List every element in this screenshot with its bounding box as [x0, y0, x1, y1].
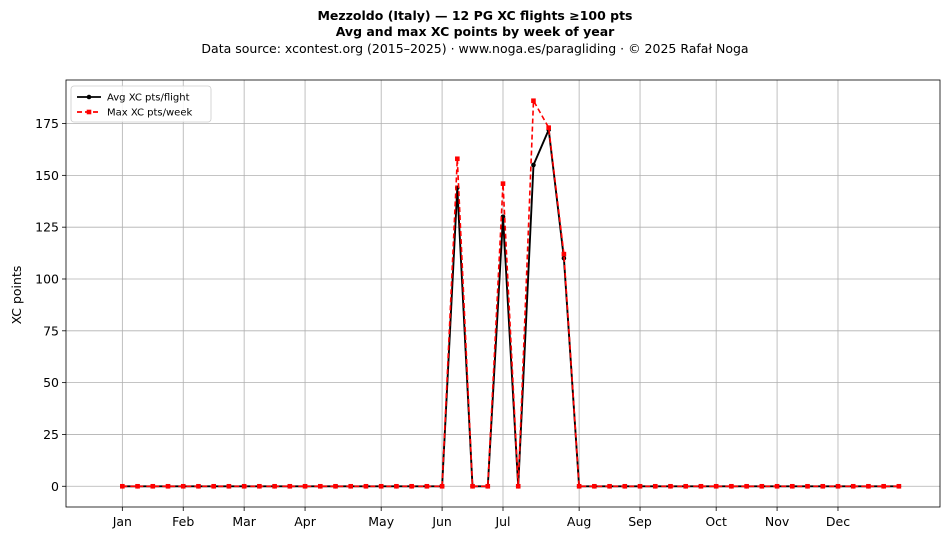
data-point-max [257, 483, 262, 489]
data-point-max [622, 483, 628, 489]
legend-label-avg: Avg XC pts/flight [107, 93, 190, 104]
data-point-max [652, 483, 658, 489]
data-point-max [790, 483, 795, 489]
data-point-max [394, 483, 399, 489]
x-tick-label: Jul [494, 514, 510, 529]
data-point-max [180, 483, 186, 489]
data-point-max [196, 483, 201, 489]
data-point-max [272, 483, 277, 489]
x-tick-label: Mar [232, 514, 256, 529]
data-point-max [531, 98, 536, 104]
data-point-max [378, 483, 384, 489]
data-point-max [866, 483, 871, 489]
data-point-max [120, 483, 125, 489]
y-tick-label: 150 [35, 168, 59, 183]
data-point-max [150, 483, 156, 489]
y-tick-label: 25 [43, 427, 59, 442]
data-point-max [774, 483, 780, 489]
y-tick-label: 50 [43, 375, 59, 390]
data-point-max [485, 483, 491, 489]
series-line-avg [122, 128, 899, 488]
data-point-max [211, 483, 216, 489]
data-point-max [348, 483, 354, 489]
data-point-max [317, 483, 323, 489]
axes: 0 25 50 75 100 125 150 175 Jan Feb Mar Apr May Jun Jul… [35, 79, 941, 529]
x-tick-label: Aug [567, 514, 591, 529]
chart-subtitle: Avg and max XC points by week of year [335, 24, 615, 39]
x-tick-label: Sep [628, 514, 652, 529]
data-point-max [363, 483, 369, 489]
legend-marker-avg [86, 94, 92, 100]
y-tick-label: 175 [35, 116, 59, 131]
data-point-max [287, 483, 293, 489]
x-tick-label: Feb [172, 514, 194, 529]
data-point-max [698, 483, 704, 489]
data-point-max [241, 483, 247, 489]
data-point-max [820, 483, 826, 489]
x-tick-label: Oct [705, 514, 727, 529]
y-tick-label: 75 [43, 323, 59, 338]
y-tick-label: 125 [35, 220, 59, 235]
x-tick-label: Jan [112, 514, 132, 529]
data-point-max [561, 251, 567, 257]
data-point-max [333, 483, 338, 489]
data-point-max [759, 483, 765, 489]
legend: Avg XC pts/flight Max XC pts/week [70, 85, 212, 123]
y-axis-title: XC points [9, 266, 24, 325]
x-tick-label: Dec [826, 514, 850, 529]
legend-marker-max [86, 109, 92, 115]
data-point-max [607, 483, 612, 489]
series-line-max [122, 99, 899, 488]
x-tick-label: Jun [431, 514, 452, 529]
data-point-max [592, 483, 597, 489]
data-point-max [805, 483, 810, 489]
data-point-max [439, 483, 445, 489]
data-point-max [683, 483, 689, 489]
data-point-max [576, 483, 582, 489]
data-point-avg [531, 162, 536, 168]
data-point-max [424, 483, 430, 489]
data-point-max [546, 125, 551, 130]
y-tick-label: 100 [35, 271, 59, 286]
data-point-max [896, 483, 902, 489]
data-point-max [500, 181, 506, 186]
data-point-max [729, 483, 734, 489]
data-point-max [668, 483, 673, 489]
data-point-max [637, 483, 643, 489]
data-point-max [470, 483, 475, 489]
x-tick-label: Apr [294, 514, 316, 529]
data-point-max [409, 483, 414, 489]
data-point-max [713, 483, 719, 489]
data-point-max [744, 483, 749, 489]
data-point-max [881, 483, 886, 489]
data-point-max [835, 483, 841, 489]
grid-lines [66, 80, 940, 507]
data-point-max [455, 156, 460, 162]
series-group [120, 98, 902, 489]
x-tick-label: Nov [765, 514, 790, 529]
y-tick-label: 0 [51, 479, 59, 494]
chart-title: Mezzoldo (Italy) — 12 PG XC flights ≥100… [317, 8, 633, 23]
chart-title-block: Mezzoldo (Italy) — 12 PG XC flights ≥100… [0, 8, 950, 57]
data-point-max [165, 483, 171, 489]
legend-box [70, 85, 212, 123]
x-tick-label: May [368, 514, 394, 529]
chart-source-note: Data source: xcontest.org (2015–2025) · … [201, 41, 749, 56]
data-point-max [302, 483, 308, 489]
data-point-max [135, 483, 140, 489]
data-point-max [850, 483, 856, 489]
legend-label-max: Max XC pts/week [107, 108, 192, 119]
data-point-max [515, 483, 521, 489]
data-point-max [226, 483, 232, 489]
